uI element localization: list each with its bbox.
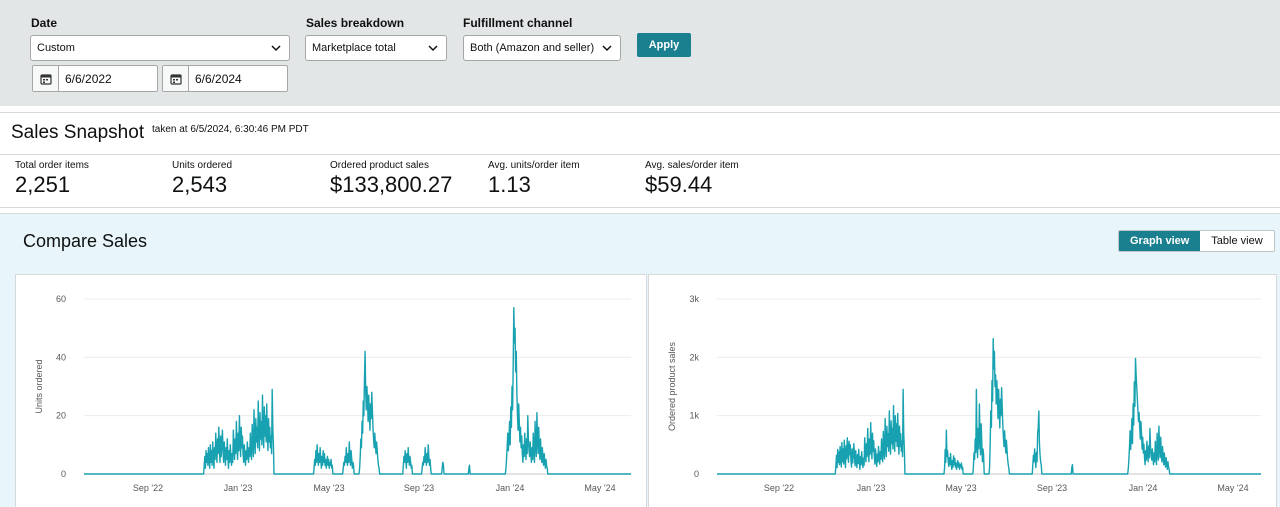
- view-toggle: Graph view Table view: [1118, 230, 1275, 252]
- y-tick-label: 2k: [689, 352, 699, 362]
- compare-sales-section: Compare Sales Graph view Table view 0 20 4…: [0, 213, 1280, 507]
- start-date-value: 6/6/2022: [65, 71, 112, 86]
- divider: [0, 154, 1280, 155]
- start-date-field[interactable]: 6/6/2022: [32, 65, 158, 92]
- y-axis-title: Units ordered: [34, 359, 44, 413]
- metric-total-order-items: Total order items 2,251: [15, 160, 89, 198]
- y-tick-label: 60: [56, 294, 66, 304]
- metric-units-ordered: Units ordered 2,543: [172, 160, 232, 198]
- chevron-down-icon: [428, 45, 438, 52]
- snapshot-timestamp: taken at 6/5/2024, 6:30:46 PM PDT: [152, 124, 309, 135]
- y-tick-label: 0: [694, 469, 699, 479]
- x-tick-label: May '23: [313, 483, 344, 493]
- series-line: [716, 337, 1262, 475]
- metric-value: 2,543: [172, 172, 228, 197]
- compare-sales-title: Compare Sales: [23, 231, 148, 251]
- ordered-product-sales-chart: 0 1k 2k 3k Ordered product sales Sep '22 Jan '…: [667, 294, 1262, 493]
- units-ordered-chart-panel: 0 20 40 60 Units ordered Sep '22 Jan '23 May '2…: [15, 274, 647, 507]
- ordered-product-sales-chart-panel: 0 1k 2k 3k Ordered product sales Sep '22 Jan '…: [648, 274, 1277, 507]
- calendar-icon[interactable]: [33, 66, 59, 91]
- y-axis-title: Ordered product sales: [667, 341, 677, 431]
- metric-avg-sales-per-order-item: Avg. sales/order item $59.44: [645, 160, 739, 198]
- x-tick-label: Sep '22: [764, 483, 794, 493]
- date-range-select[interactable]: Custom: [30, 35, 290, 61]
- x-tick-label: Jan '23: [857, 483, 886, 493]
- apply-button[interactable]: Apply: [637, 33, 691, 57]
- x-tick-label: Jan '23: [224, 483, 253, 493]
- date-range-value: Custom: [37, 42, 75, 54]
- metric-label: Ordered product sales: [330, 160, 429, 171]
- end-date-value: 6/6/2024: [195, 71, 242, 86]
- fulfillment-channel-value: Both (Amazon and seller): [470, 42, 595, 54]
- x-tick-label: Sep '22: [133, 483, 163, 493]
- metric-value: 2,251: [15, 172, 71, 197]
- date-label: Date: [31, 16, 58, 30]
- sales-breakdown-select[interactable]: Marketplace total: [305, 35, 447, 61]
- fulfillment-channel-select[interactable]: Both (Amazon and seller): [463, 35, 621, 61]
- fulfillment-channel-label: Fulfillment channel: [463, 16, 573, 30]
- graph-view-button[interactable]: Graph view: [1119, 231, 1201, 251]
- series-line: [83, 307, 632, 475]
- metric-label: Total order items: [15, 160, 89, 171]
- y-tick-label: 3k: [689, 294, 699, 304]
- y-tick-label: 1k: [689, 411, 699, 421]
- chevron-down-icon: [271, 45, 281, 52]
- x-tick-label: Jan '24: [1129, 483, 1158, 493]
- x-tick-label: Jan '24: [496, 483, 525, 493]
- x-tick-label: Sep '23: [1037, 483, 1067, 493]
- sales-snapshot: Sales Snapshot taken at 6/5/2024, 6:30:4…: [0, 112, 1280, 208]
- end-date-field[interactable]: 6/6/2024: [162, 65, 288, 92]
- y-tick-label: 0: [61, 469, 66, 479]
- x-tick-label: May '24: [584, 483, 615, 493]
- snapshot-title: Sales Snapshot: [11, 122, 145, 143]
- y-tick-label: 40: [56, 352, 66, 362]
- metric-label: Avg. units/order item: [488, 160, 580, 171]
- metric-ordered-product-sales: Ordered product sales $133,800.27: [330, 160, 452, 198]
- x-tick-label: May '23: [945, 483, 976, 493]
- metric-value: 1.13: [488, 172, 531, 197]
- x-tick-label: May '24: [1217, 483, 1248, 493]
- metric-value: $59.44: [645, 172, 713, 197]
- metric-avg-units-per-order-item: Avg. units/order item 1.13: [488, 160, 580, 198]
- metric-label: Units ordered: [172, 160, 233, 171]
- metric-label: Avg. sales/order item: [645, 160, 739, 171]
- metric-value: $133,800.27: [330, 172, 453, 197]
- y-tick-label: 20: [56, 411, 66, 421]
- x-tick-label: Sep '23: [404, 483, 434, 493]
- calendar-icon[interactable]: [163, 66, 189, 91]
- units-ordered-chart: 0 20 40 60 Units ordered Sep '22 Jan '23 May '2…: [34, 294, 632, 493]
- chevron-down-icon: [602, 45, 612, 52]
- table-view-button[interactable]: Table view: [1200, 231, 1274, 251]
- sales-breakdown-value: Marketplace total: [312, 42, 396, 54]
- filter-bar: Date Custom 6/6/2022 6/6/2024 Sales brea…: [0, 0, 1280, 106]
- sales-breakdown-label: Sales breakdown: [306, 16, 405, 30]
